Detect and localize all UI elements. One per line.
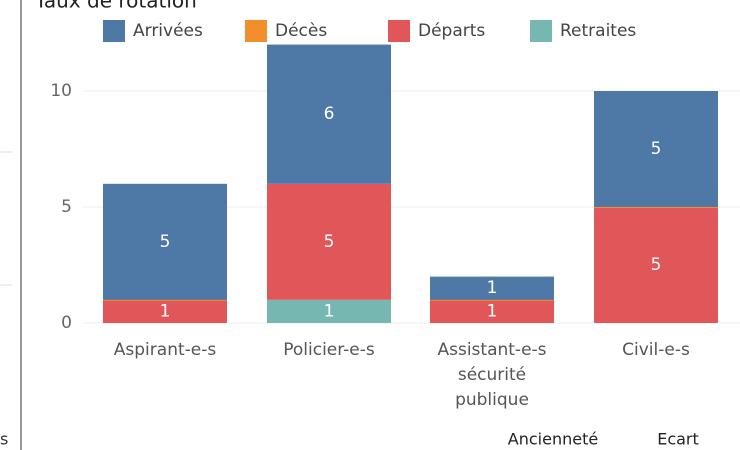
- footer-label: Ancienneté: [508, 430, 598, 449]
- side-text: s: [0, 430, 8, 449]
- value-label: 1: [487, 278, 498, 298]
- bar-segment: [430, 276, 554, 300]
- legend-label: Arrivées: [133, 21, 203, 41]
- x-tick-label: Assistant-e-s sécurité publique: [437, 340, 547, 410]
- legend-label: Départs: [418, 21, 485, 41]
- bar-segment: [430, 299, 554, 323]
- chart-title: Taux de rotation: [34, 0, 197, 13]
- value-label: 5: [651, 255, 662, 275]
- bar-segment: [594, 91, 718, 207]
- value-label: 5: [324, 232, 335, 252]
- y-tick-label: 5: [61, 197, 72, 217]
- legend-swatch: [530, 20, 552, 42]
- legend-swatch: [388, 20, 410, 42]
- y-tick-label: 10: [50, 81, 72, 101]
- value-label: 5: [160, 232, 171, 252]
- value-label: 5: [651, 139, 662, 159]
- legend-swatch: [245, 20, 267, 42]
- x-tick-label: Aspirant-e-s: [113, 340, 217, 360]
- bar-segment: [594, 207, 718, 323]
- bar-segment: [267, 183, 391, 300]
- bar-segment: [267, 44, 391, 184]
- bar-segment: [267, 299, 391, 323]
- x-tick-label: Policier-e-s: [283, 340, 375, 360]
- bar-segment: [103, 299, 227, 323]
- x-tick-label: Civil-e-s: [622, 340, 690, 360]
- legend-label: Décès: [275, 21, 327, 41]
- value-label: 1: [487, 301, 498, 321]
- value-label: 1: [324, 301, 335, 321]
- legend-swatch: [103, 20, 125, 42]
- value-label: 6: [324, 104, 335, 124]
- bar-segment: [103, 183, 227, 300]
- y-tick-label: 0: [61, 313, 72, 333]
- legend-label: Retraites: [560, 21, 636, 41]
- value-label: 1: [160, 301, 171, 321]
- footer-label: Ecart: [657, 430, 699, 449]
